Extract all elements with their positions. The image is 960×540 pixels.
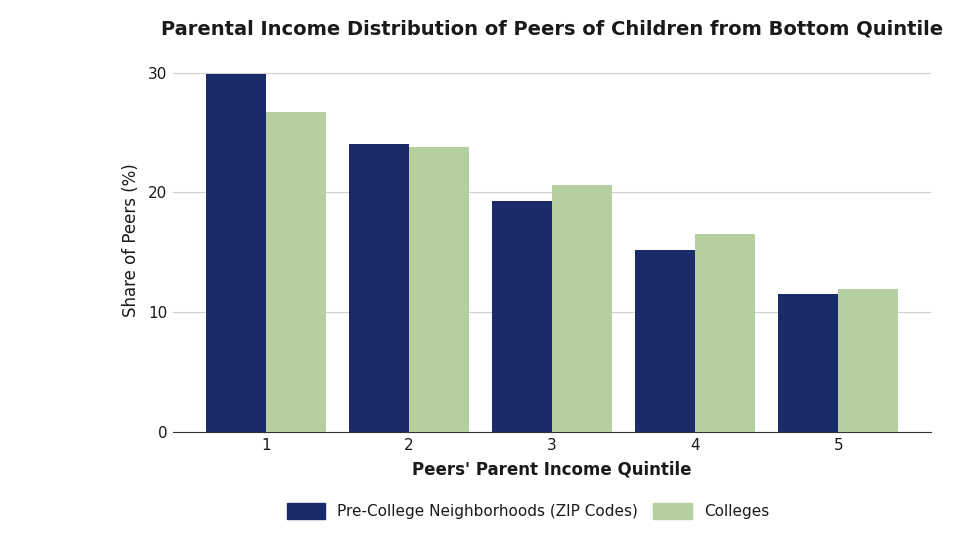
Title: Parental Income Distribution of Peers of Children from Bottom Quintile: Parental Income Distribution of Peers of… bbox=[161, 20, 943, 39]
Bar bbox=[205, 74, 266, 432]
Bar bbox=[348, 144, 409, 432]
Bar bbox=[266, 112, 325, 432]
Bar bbox=[838, 289, 899, 432]
Bar bbox=[492, 201, 552, 432]
Bar bbox=[779, 294, 838, 432]
X-axis label: Peers' Parent Income Quintile: Peers' Parent Income Quintile bbox=[412, 461, 692, 479]
Bar bbox=[695, 234, 756, 432]
Bar bbox=[635, 250, 695, 432]
Bar bbox=[552, 185, 612, 432]
Y-axis label: Share of Peers (%): Share of Peers (%) bbox=[122, 164, 139, 317]
Bar bbox=[409, 147, 469, 432]
Legend: Pre-College Neighborhoods (ZIP Codes), Colleges: Pre-College Neighborhoods (ZIP Codes), C… bbox=[279, 496, 777, 527]
